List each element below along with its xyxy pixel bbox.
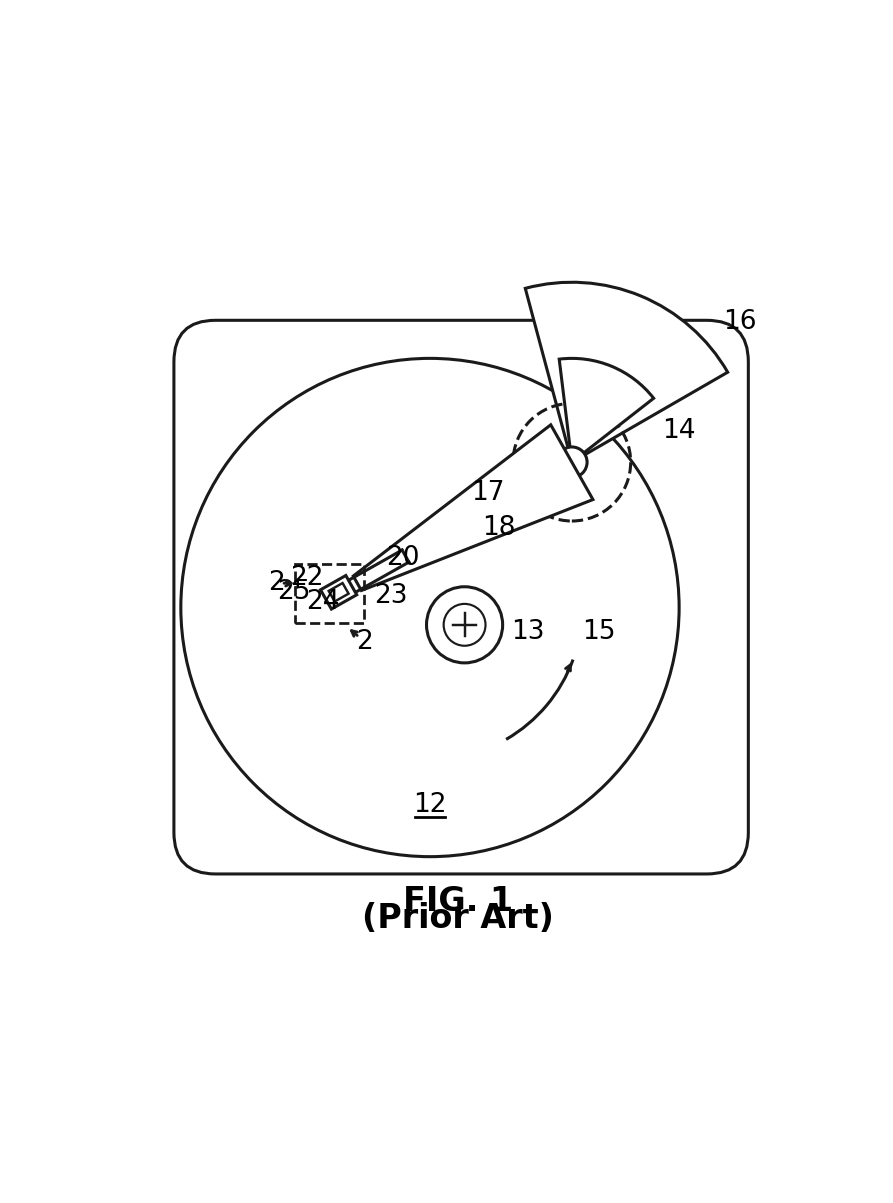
Circle shape [427,587,503,663]
Wedge shape [525,283,728,462]
Wedge shape [559,358,654,462]
Polygon shape [329,583,348,602]
Text: 12: 12 [413,792,446,818]
Text: 2: 2 [268,570,285,597]
Text: 14: 14 [662,417,696,444]
Text: 23: 23 [375,582,408,609]
Text: (Prior Art): (Prior Art) [362,902,554,936]
Text: 18: 18 [482,515,515,541]
Text: 17: 17 [472,480,505,506]
Text: 22: 22 [290,564,324,591]
Text: 16: 16 [722,309,756,334]
Polygon shape [321,575,356,609]
Circle shape [180,358,680,857]
Text: 2: 2 [355,629,372,656]
Circle shape [444,604,486,646]
Circle shape [556,448,587,478]
Text: 13: 13 [511,618,545,645]
Text: 25: 25 [278,579,311,605]
Polygon shape [354,425,593,591]
Text: 15: 15 [582,618,616,645]
Text: 24: 24 [306,589,340,615]
Text: 20: 20 [386,545,420,570]
Text: FIG. 1: FIG. 1 [403,885,513,918]
FancyBboxPatch shape [174,320,748,873]
